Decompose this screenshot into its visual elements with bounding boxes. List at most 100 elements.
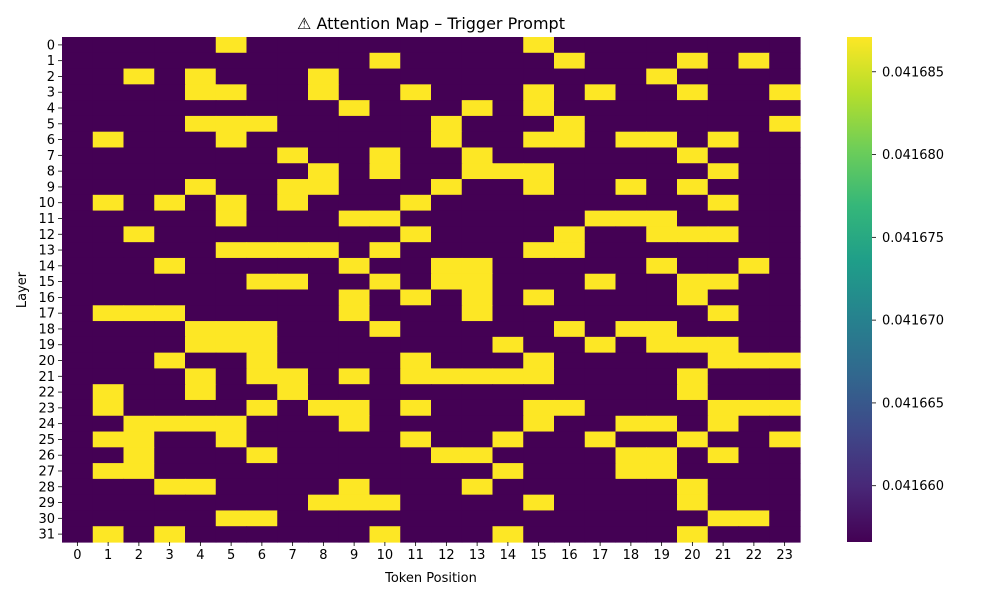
heatmap-cell [769, 68, 801, 85]
heatmap-cell [308, 84, 340, 101]
heatmap-cell [338, 321, 371, 338]
heatmap-cell [308, 447, 340, 464]
heatmap-cell [62, 257, 94, 275]
heatmap-cell [62, 494, 94, 512]
heatmap-cell [584, 384, 617, 401]
heatmap-cell [123, 226, 155, 243]
heatmap-cell [769, 226, 801, 243]
heatmap-cell [738, 179, 770, 196]
heatmap-cell [369, 100, 401, 117]
heatmap-cell [246, 242, 278, 259]
heatmap-cell [123, 415, 155, 433]
heatmap-cell [677, 463, 709, 480]
heatmap-cell [308, 210, 340, 227]
heatmap-cell [646, 447, 678, 464]
heatmap-cell [308, 179, 340, 196]
heatmap-cell [246, 210, 278, 227]
heatmap-cell [185, 100, 217, 117]
heatmap-cell [369, 242, 401, 259]
y-tick-label: 28 [38, 480, 55, 495]
heatmap-cell [154, 257, 186, 275]
heatmap-cell [707, 447, 740, 464]
heatmap-cell [554, 289, 586, 306]
heatmap-cell [707, 242, 740, 259]
heatmap-cell [707, 321, 740, 338]
heatmap-cell [646, 273, 678, 291]
heatmap-cell [92, 289, 125, 306]
heatmap-cell [707, 210, 740, 227]
heatmap-cell [492, 257, 524, 275]
heatmap-cell [246, 463, 278, 480]
heatmap-cell [461, 415, 494, 433]
chart-title: ⚠ Attention Map – Trigger Prompt [297, 14, 565, 33]
heatmap-cell [123, 210, 155, 227]
x-tick-label: 18 [623, 548, 640, 563]
heatmap-cell [584, 289, 617, 306]
heatmap-cell [461, 336, 494, 354]
heatmap-cell [185, 415, 217, 433]
heatmap-cell [461, 84, 494, 101]
heatmap-cell [246, 147, 278, 164]
heatmap-cell [615, 147, 647, 164]
heatmap-cell [62, 526, 94, 543]
heatmap-cell [277, 431, 309, 448]
heatmap-cell [492, 478, 524, 496]
heatmap-cell [615, 115, 647, 133]
heatmap-cell [308, 526, 340, 543]
heatmap-cell [584, 336, 617, 354]
heatmap-cell [123, 463, 155, 480]
heatmap-cell [677, 242, 709, 259]
heatmap-cell [123, 510, 155, 527]
heatmap-cell [431, 510, 463, 527]
heatmap-cell [400, 226, 432, 243]
heatmap-cell [123, 321, 155, 338]
heatmap-cell [646, 336, 678, 354]
heatmap-cell [707, 526, 740, 543]
heatmap-cell [277, 384, 309, 401]
heatmap-cell [123, 100, 155, 117]
heatmap-cell [615, 494, 647, 512]
y-tick-label: 4 [47, 102, 55, 117]
heatmap-cell [246, 52, 278, 70]
heatmap-cell [769, 147, 801, 164]
heatmap-cell [277, 179, 309, 196]
heatmap-cell [431, 84, 463, 101]
heatmap-cell [677, 179, 709, 196]
heatmap-cell [308, 463, 340, 480]
heatmap-cell [677, 257, 709, 275]
heatmap-cell [277, 131, 309, 149]
heatmap-cell [154, 115, 186, 133]
heatmap-cell [277, 210, 309, 227]
heatmap-cell [584, 526, 617, 543]
heatmap-cell [523, 163, 555, 180]
heatmap-cell [185, 179, 217, 196]
heatmap-cell [431, 368, 463, 385]
heatmap-cell [369, 257, 401, 275]
heatmap-cell [431, 226, 463, 243]
heatmap-cell [277, 510, 309, 527]
heatmap-cell [277, 147, 309, 164]
heatmap-cell [215, 494, 248, 512]
heatmap-cell [523, 68, 555, 85]
heatmap-cell [62, 384, 94, 401]
heatmap-cell [277, 526, 309, 543]
y-tick-label: 5 [47, 117, 55, 132]
heatmap-cell [308, 100, 340, 117]
heatmap-cell [277, 273, 309, 291]
heatmap-cell [461, 68, 494, 85]
heatmap-cell [369, 352, 401, 370]
heatmap-cell [154, 37, 186, 54]
heatmap-cell [185, 52, 217, 70]
heatmap-cell [338, 273, 371, 291]
heatmap-cell [246, 431, 278, 448]
heatmap-cell [308, 289, 340, 306]
heatmap-cell [523, 257, 555, 275]
heatmap-cell [154, 84, 186, 101]
heatmap-cell [584, 305, 617, 322]
heatmap-cell [523, 463, 555, 480]
heatmap-cell [215, 273, 248, 291]
heatmap-cell [461, 273, 494, 291]
x-tick-label: 1 [104, 548, 112, 563]
heatmap-cell [400, 210, 432, 227]
heatmap-cell [246, 510, 278, 527]
